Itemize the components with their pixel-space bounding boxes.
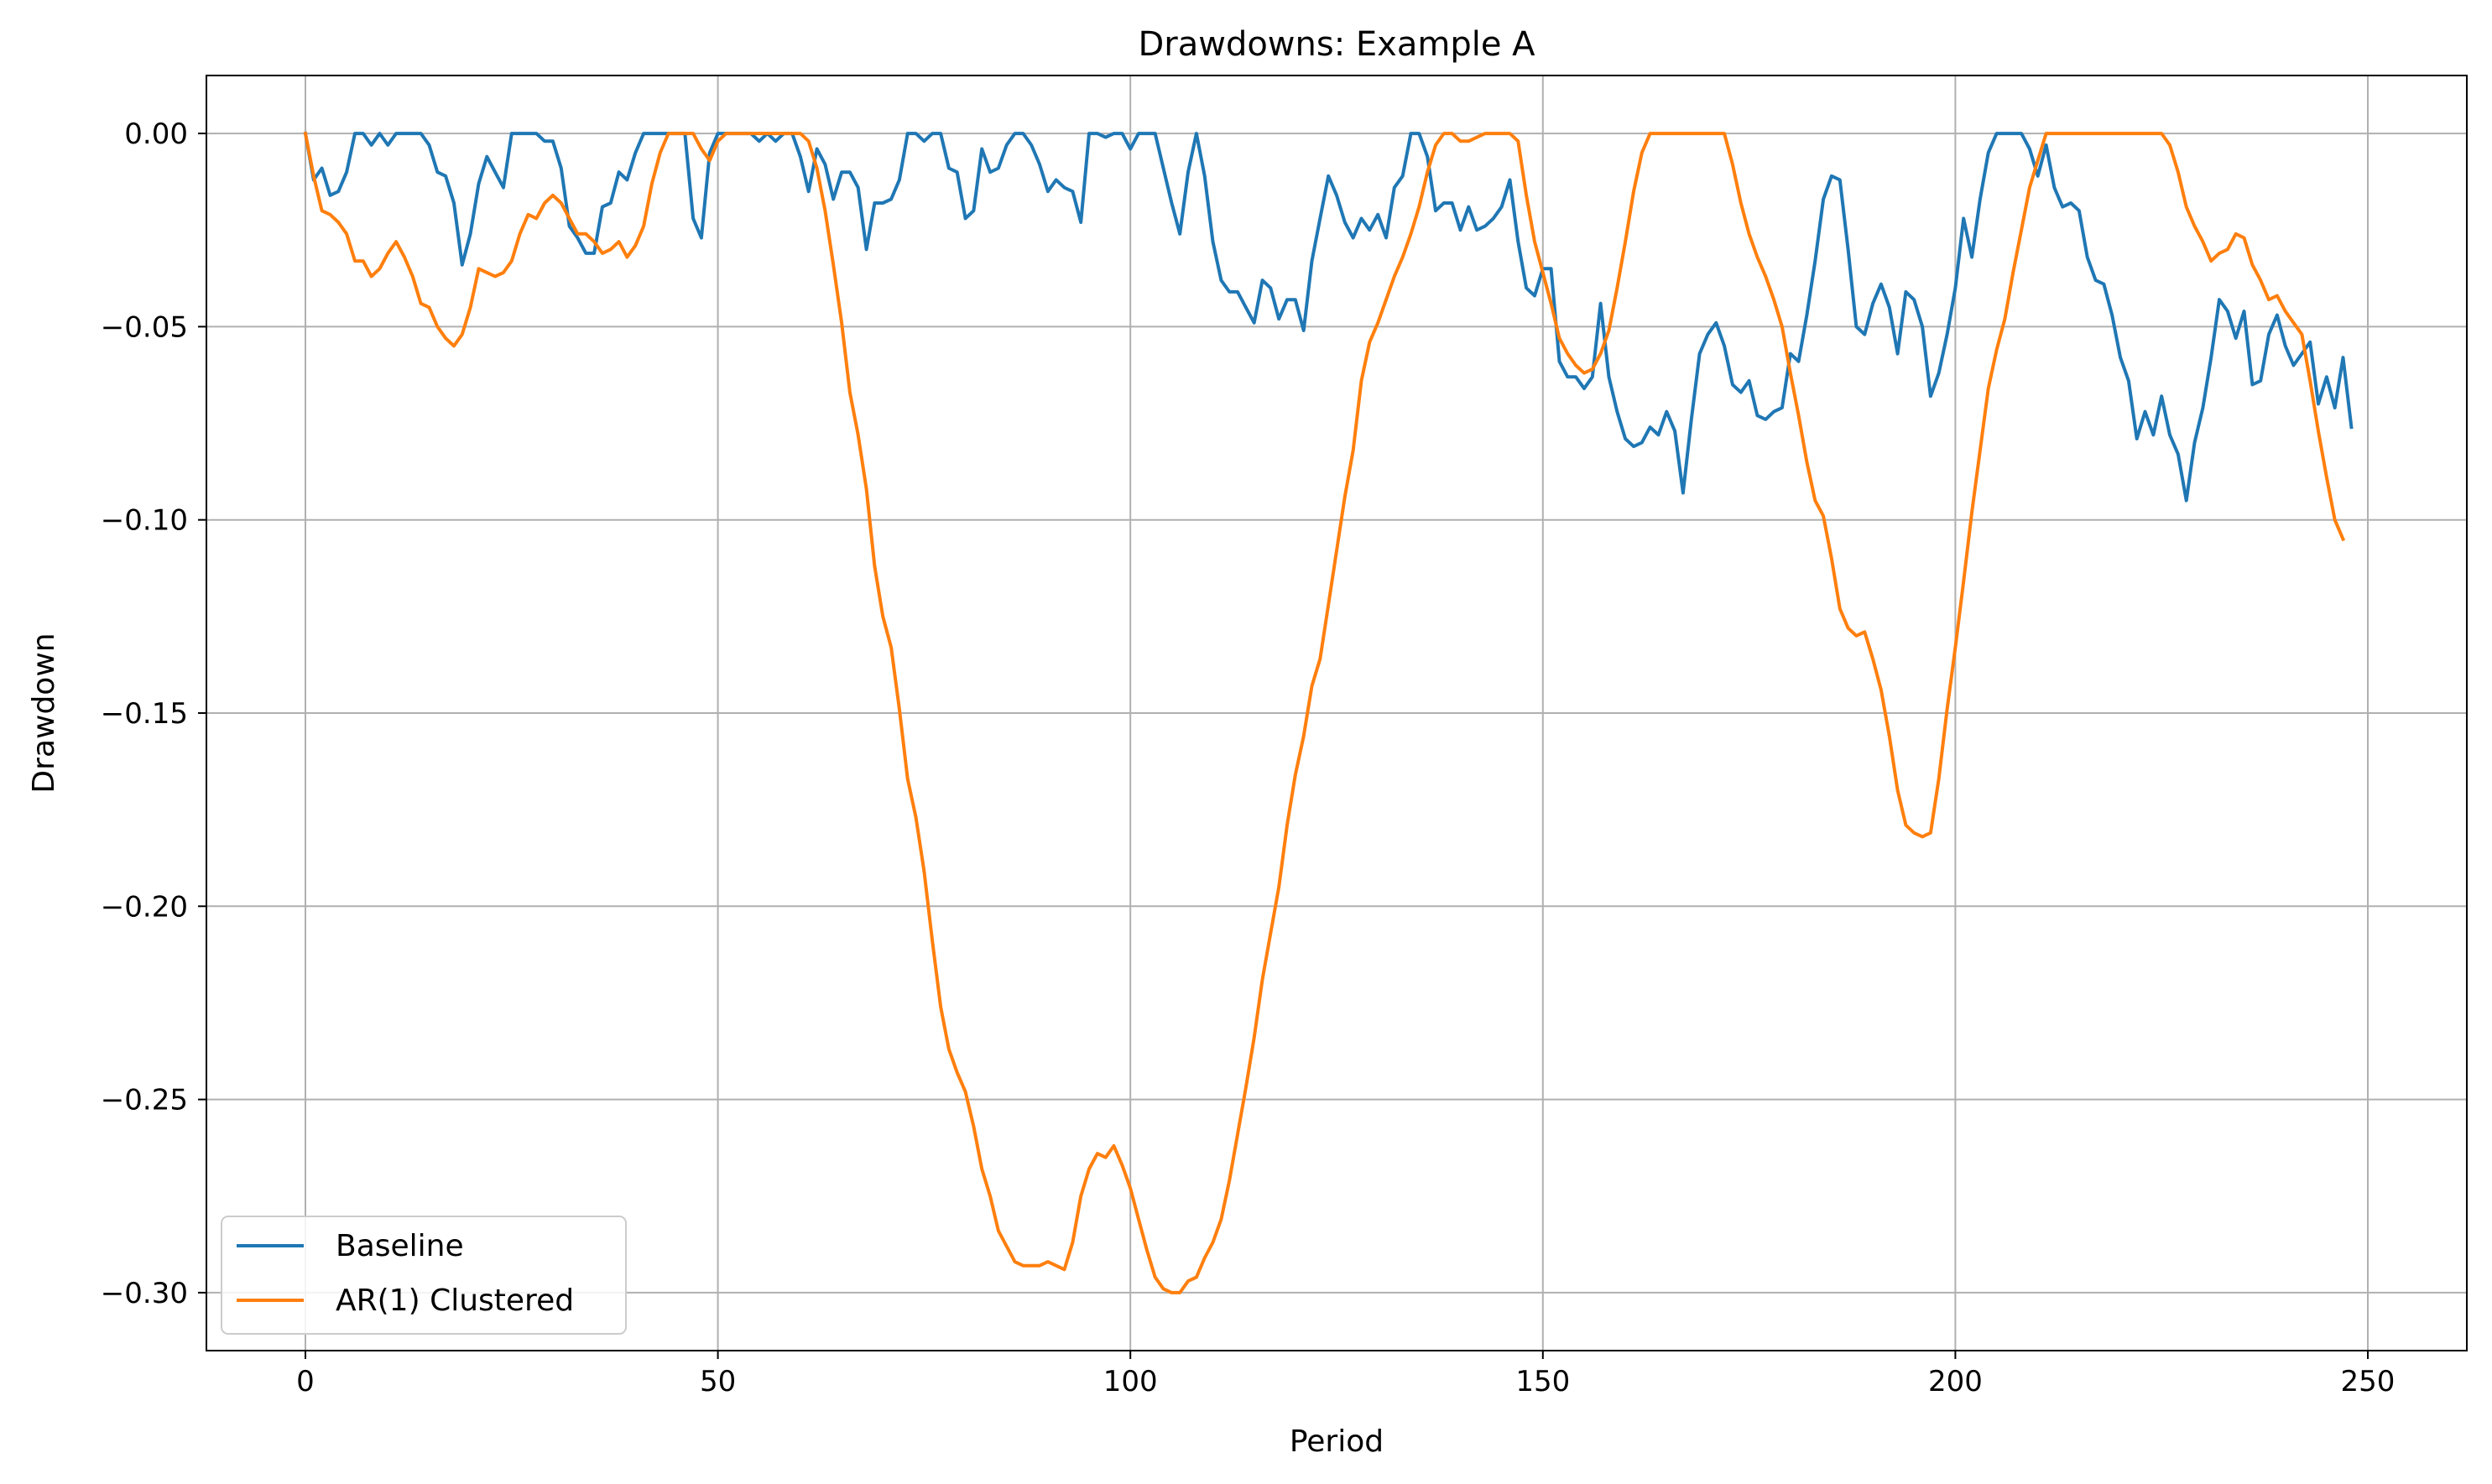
- legend-label-ar1-clustered: AR(1) Clustered: [336, 1284, 574, 1318]
- y-tick-label: −0.20: [101, 890, 188, 924]
- plot-area: [303, 131, 2354, 1294]
- x-axis-label: Period: [1290, 1424, 1384, 1459]
- series-line-baseline: [303, 131, 2354, 502]
- series-line-ar-1-clustered: [303, 131, 2346, 1294]
- y-tick-label: −0.10: [101, 504, 188, 538]
- x-tick-label: 100: [1103, 1365, 1158, 1398]
- x-tick-label: 50: [700, 1365, 736, 1398]
- x-tick-label: 250: [2341, 1365, 2396, 1398]
- y-tick-label: −0.05: [101, 310, 188, 344]
- axis-ticks: 0 50 100 150 200 250 0.00 −0.05 −0.10 −0.15 −0.20 −…: [101, 117, 2396, 1398]
- y-tick-label: −0.25: [101, 1084, 188, 1117]
- y-tick-label: −0.30: [101, 1277, 188, 1310]
- legend-label-baseline: Baseline: [336, 1229, 464, 1263]
- x-tick-label: 200: [1928, 1365, 1983, 1398]
- y-axis-label: Drawdown: [27, 633, 61, 793]
- y-tick-label: 0.00: [124, 117, 188, 151]
- legend: Baseline AR(1) Clustered: [221, 1216, 627, 1335]
- y-tick-label: −0.15: [101, 697, 188, 731]
- chart-title: Drawdowns: Example A: [1138, 25, 1535, 64]
- legend-box: [221, 1216, 627, 1335]
- x-tick-label: 150: [1515, 1365, 1570, 1398]
- x-tick-label: 0: [296, 1365, 315, 1398]
